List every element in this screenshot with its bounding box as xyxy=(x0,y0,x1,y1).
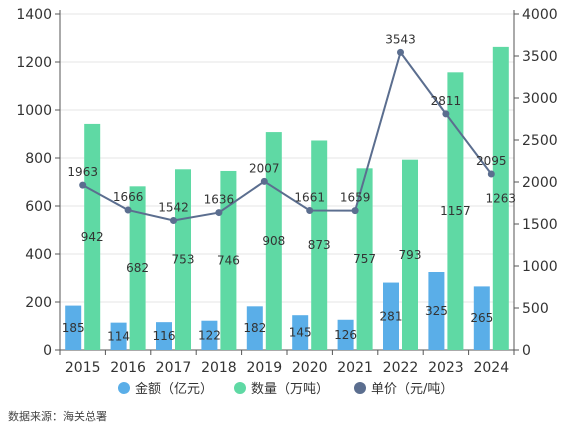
y-left-tick-label: 1400 xyxy=(16,7,52,23)
legend-label: 数量（万吨） xyxy=(251,382,329,397)
bar-data-label: 757 xyxy=(353,252,376,266)
price-point xyxy=(487,170,495,178)
x-tick-label: 2022 xyxy=(383,360,419,376)
bar-quantity xyxy=(175,169,191,350)
price-point xyxy=(260,177,268,185)
legend-marker xyxy=(118,382,130,394)
x-tick-label: 2016 xyxy=(110,360,146,376)
x-tick-label: 2021 xyxy=(337,360,373,376)
bar-quantity xyxy=(447,72,464,350)
bar-data-label: 942 xyxy=(81,230,104,244)
y-right-tick-label: 500 xyxy=(522,301,549,317)
bar-data-label: 122 xyxy=(198,328,221,342)
y-right-tick-label: 3000 xyxy=(522,91,558,107)
y-left-tick-label: 1200 xyxy=(16,55,52,71)
x-tick-label: 2020 xyxy=(292,360,328,376)
bar-quantity xyxy=(311,140,328,350)
bar-data-label: 873 xyxy=(308,238,331,252)
bar-amount xyxy=(246,306,263,350)
bar-data-label: 682 xyxy=(126,261,149,275)
bar-amount xyxy=(428,272,445,350)
bar-quantity xyxy=(265,132,282,350)
price-line xyxy=(82,50,493,222)
bar-quantity xyxy=(84,123,101,350)
price-data-label: 2811 xyxy=(431,94,462,108)
bar-amount xyxy=(110,322,127,350)
x-tick-label: 2024 xyxy=(473,360,509,376)
price-point xyxy=(351,207,359,215)
y-right-tick-label: 2500 xyxy=(522,133,558,149)
bar-data-label: 126 xyxy=(334,328,357,342)
legend-marker xyxy=(354,382,366,394)
y-left-tick-label: 1000 xyxy=(16,103,52,119)
source-note: 数据来源：海关总署 xyxy=(8,410,107,423)
y-right-tick-label: 0 xyxy=(522,343,531,359)
bar-quantity xyxy=(356,168,373,350)
bar-data-label: 182 xyxy=(243,321,266,335)
bar-data-label: 753 xyxy=(172,253,195,267)
price-point xyxy=(397,48,404,56)
bar-data-label: 265 xyxy=(470,311,493,325)
bar-data-label: 1157 xyxy=(440,204,471,218)
y-right-tick-label: 1500 xyxy=(522,217,558,233)
bar-data-label: 145 xyxy=(289,326,312,340)
bar-quantity xyxy=(492,46,509,350)
price-point xyxy=(215,209,223,217)
legend-marker xyxy=(234,382,246,394)
bar-data-label: 116 xyxy=(153,329,176,343)
price-data-label: 2007 xyxy=(249,161,280,175)
y-left-tick-label: 200 xyxy=(25,295,52,311)
x-tick-label: 2015 xyxy=(65,360,101,376)
price-point xyxy=(170,216,177,224)
bar-data-label: 793 xyxy=(399,248,422,262)
bar-amount xyxy=(337,319,354,350)
price-point xyxy=(79,181,87,189)
bar-amount xyxy=(156,322,172,350)
bar-data-label: 325 xyxy=(425,304,448,318)
price-point xyxy=(306,206,314,214)
bar-quantity xyxy=(129,186,146,350)
y-right-tick-label: 2000 xyxy=(522,175,558,191)
price-data-label: 1963 xyxy=(67,165,98,179)
price-point xyxy=(442,110,450,118)
y-right-tick-label: 3500 xyxy=(522,49,558,65)
legend-label: 单价（元/吨） xyxy=(371,382,453,397)
legend-label: 金额（亿元） xyxy=(135,381,213,397)
bar-data-label: 1263 xyxy=(486,191,517,205)
bar-amount xyxy=(473,286,490,350)
price-data-label: 3543 xyxy=(385,32,416,46)
bar-data-label: 114 xyxy=(107,329,130,343)
bar-data-label: 281 xyxy=(380,309,403,323)
bar-amount xyxy=(292,315,309,350)
bar-quantity xyxy=(220,170,237,350)
y-right-tick-label: 4000 xyxy=(522,7,558,23)
price-data-label: 1542 xyxy=(158,200,189,214)
x-tick-label: 2023 xyxy=(428,360,464,376)
bar-data-label: 746 xyxy=(217,253,240,267)
price-data-label: 2095 xyxy=(476,154,507,168)
price-data-label: 1661 xyxy=(294,190,325,204)
bar-quantity xyxy=(402,159,418,350)
bar-amount xyxy=(201,320,218,350)
bar-amount xyxy=(383,282,399,350)
y-left-tick-label: 400 xyxy=(25,247,52,263)
price-data-label: 1666 xyxy=(113,190,144,204)
price-point xyxy=(124,206,132,214)
x-tick-label: 2017 xyxy=(156,360,192,376)
x-tick-label: 2018 xyxy=(201,360,237,376)
y-left-tick-label: 800 xyxy=(25,151,52,167)
x-tick-label: 2019 xyxy=(246,360,282,376)
bar-amount xyxy=(65,305,82,350)
bar-data-label: 908 xyxy=(262,234,285,248)
bar-data-label: 185 xyxy=(62,321,85,335)
price-data-label: 1659 xyxy=(340,191,371,205)
y-left-tick-label: 0 xyxy=(43,343,52,359)
y-left-tick-label: 600 xyxy=(25,199,52,215)
y-right-tick-label: 1000 xyxy=(522,259,558,275)
price-data-label: 1636 xyxy=(204,193,235,207)
